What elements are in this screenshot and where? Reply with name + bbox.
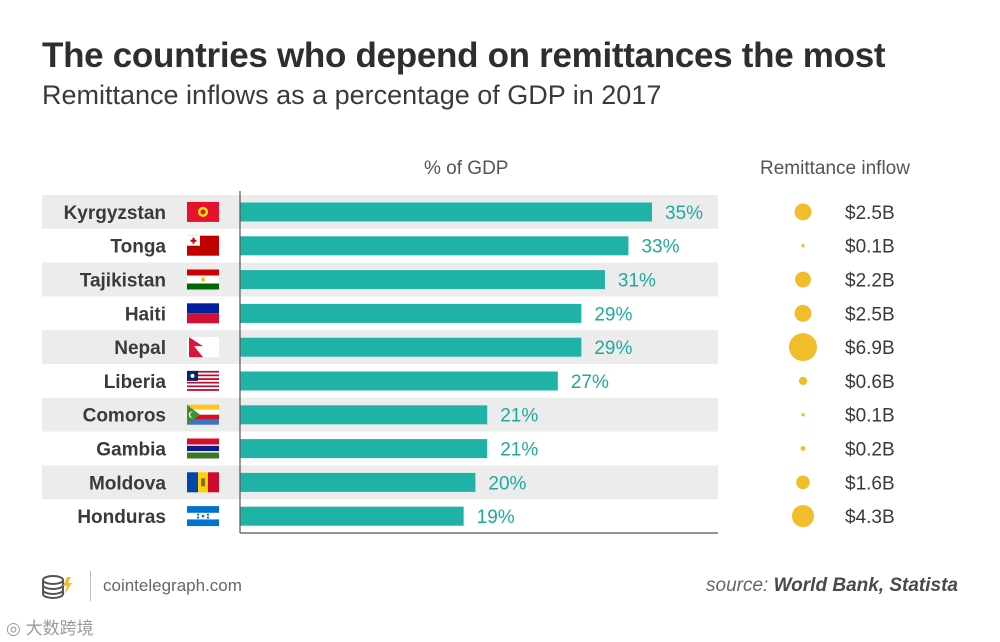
bar bbox=[240, 472, 476, 492]
inflow-value-label: $4.3B bbox=[845, 507, 895, 528]
country-label: Kyrgyzstan bbox=[64, 203, 166, 224]
country-label: Comoros bbox=[83, 406, 166, 427]
inflow-value-label: $0.1B bbox=[845, 406, 895, 427]
bar bbox=[240, 506, 464, 526]
liberia-flag-icon bbox=[187, 370, 219, 391]
bar bbox=[240, 270, 605, 290]
inflow-bubble bbox=[801, 244, 805, 248]
inflow-value-label: $2.5B bbox=[845, 203, 895, 224]
bar-value-label: 19% bbox=[477, 507, 515, 528]
kyrgyzstan-flag-icon bbox=[187, 201, 219, 222]
bar-value-label: 31% bbox=[618, 271, 656, 292]
bar-value-label: 21% bbox=[500, 406, 538, 427]
bar-chart: Kyrgyzstan 35% $2.5B Tonga 33% $0.1B Tajikista… bbox=[42, 191, 895, 534]
honduras-flag-icon bbox=[187, 506, 219, 527]
country-label: Haiti bbox=[125, 304, 166, 325]
inflow-value-label: $0.6B bbox=[845, 372, 895, 393]
chart-title: The countries who depend on remittances … bbox=[42, 36, 886, 75]
inflow-value-label: $2.5B bbox=[845, 304, 895, 325]
weibo-icon: ◎ bbox=[6, 619, 21, 638]
site-name: cointelegraph.com bbox=[103, 576, 242, 595]
bar bbox=[240, 405, 488, 425]
inflow-column-header: Remittance inflow bbox=[760, 158, 910, 179]
inflow-bubble bbox=[789, 333, 817, 362]
country-label: Moldova bbox=[89, 473, 166, 494]
inflow-value-label: $0.2B bbox=[845, 440, 895, 461]
bar bbox=[240, 371, 558, 391]
bar bbox=[240, 202, 652, 222]
chart-subtitle: Remittance inflows as a percentage of GD… bbox=[42, 80, 662, 110]
country-label: Gambia bbox=[96, 440, 166, 461]
watermark-text: 大数跨境 bbox=[25, 619, 94, 638]
gambia-flag-icon bbox=[187, 438, 219, 459]
inflow-bubble bbox=[796, 475, 810, 490]
footer-divider bbox=[90, 571, 91, 601]
inflow-value-label: $6.9B bbox=[845, 338, 895, 359]
source-note: source: World Bank, Statista bbox=[706, 575, 958, 597]
nepal-flag-icon bbox=[187, 337, 219, 358]
bar bbox=[240, 236, 629, 256]
inflow-bubble bbox=[794, 203, 812, 221]
bar-value-label: 21% bbox=[500, 440, 538, 461]
moldova-flag-icon bbox=[187, 472, 219, 493]
bar bbox=[240, 439, 488, 459]
bar-value-label: 27% bbox=[571, 372, 609, 393]
source-prefix: source: bbox=[706, 575, 769, 596]
coin-stack-icon bbox=[40, 574, 74, 605]
inflow-bubble bbox=[791, 505, 815, 528]
tajikistan-flag-icon bbox=[187, 269, 219, 290]
country-label: Nepal bbox=[114, 338, 166, 359]
watermark: ◎ 大数跨境 bbox=[6, 614, 94, 639]
country-label: Tonga bbox=[110, 237, 166, 258]
country-label: Liberia bbox=[104, 372, 167, 393]
bar bbox=[240, 303, 582, 323]
inflow-value-label: $2.2B bbox=[845, 271, 895, 292]
bar-value-label: 35% bbox=[665, 203, 703, 224]
tonga-flag-icon bbox=[187, 235, 219, 256]
inflow-bubble bbox=[798, 376, 808, 386]
comoros-flag-icon bbox=[187, 404, 219, 425]
inflow-bubble bbox=[801, 413, 805, 417]
gdp-column-header: % of GDP bbox=[424, 158, 509, 179]
haiti-flag-icon bbox=[187, 303, 219, 324]
inflow-value-label: $1.6B bbox=[845, 473, 895, 494]
bar-value-label: 29% bbox=[594, 304, 632, 325]
country-label: Tajikistan bbox=[80, 271, 166, 292]
inflow-bubble bbox=[795, 271, 811, 288]
inflow-bubble bbox=[800, 446, 806, 451]
country-label: Honduras bbox=[77, 507, 166, 528]
bar-value-label: 29% bbox=[594, 338, 632, 359]
inflow-bubble bbox=[794, 304, 812, 322]
source-names: World Bank, Statista bbox=[773, 575, 958, 596]
bar bbox=[240, 337, 582, 357]
bar-value-label: 20% bbox=[488, 473, 526, 494]
bar-value-label: 33% bbox=[641, 237, 679, 258]
inflow-value-label: $0.1B bbox=[845, 237, 895, 258]
